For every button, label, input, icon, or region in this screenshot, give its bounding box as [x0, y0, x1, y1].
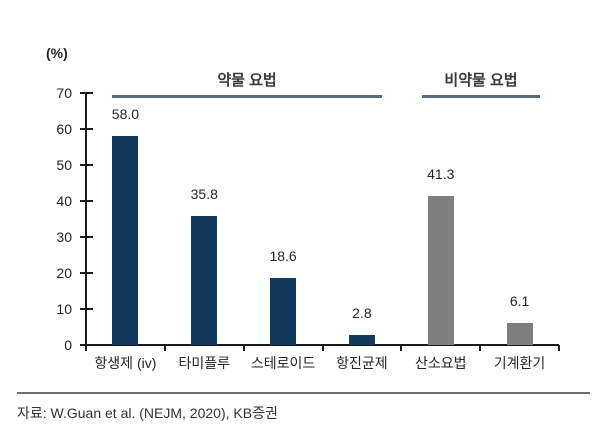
- y-axis-tick-label: 30: [56, 229, 72, 245]
- y-axis-tick: [80, 92, 93, 94]
- x-axis-tick: [558, 345, 560, 351]
- bar-value-label-2: 35.8: [190, 186, 218, 203]
- bar-1: [112, 136, 139, 345]
- y-axis-tick-label: 50: [56, 157, 72, 173]
- bar-3: [270, 278, 297, 345]
- category-label-4: 항진균제: [336, 355, 388, 371]
- y-axis-tick-label: 70: [56, 85, 72, 101]
- footer-separator-line: [17, 392, 590, 394]
- bar-5: [427, 196, 454, 345]
- y-axis-tick: [80, 200, 93, 202]
- x-axis-tick: [163, 345, 166, 351]
- x-axis-tick: [479, 345, 482, 351]
- bar-2: [191, 216, 218, 345]
- x-axis-tick: [242, 345, 245, 351]
- y-axis-tick-label: 60: [56, 121, 72, 137]
- source-note: 자료: W.Guan et al. (NEJM, 2020), KB증권: [17, 405, 278, 421]
- bar-value-label-1: 58.0: [111, 106, 140, 123]
- category-label-5: 산소요법: [414, 355, 467, 371]
- y-axis-unit-label: (%): [46, 45, 68, 61]
- group-header-drug-therapy-label: 약물 요법: [217, 72, 277, 89]
- group-header-nondrug-therapy: 비약물 요법: [422, 69, 540, 98]
- bar-6: [506, 323, 533, 345]
- y-axis-tick-label: 0: [64, 337, 72, 353]
- y-axis-tick: [80, 272, 93, 274]
- y-axis-tick: [80, 164, 93, 166]
- bar-4: [348, 334, 375, 345]
- x-axis-tick: [321, 345, 324, 351]
- bar-value-label-5: 41.3: [427, 166, 455, 183]
- category-label-3: 스테로이드: [250, 355, 316, 371]
- category-label-2: 타미플루: [178, 355, 230, 371]
- group-header-nondrug-therapy-label: 비약물 요법: [444, 72, 518, 89]
- x-axis-tick: [85, 345, 87, 351]
- x-axis-tick: [400, 345, 403, 351]
- group-header-drug-therapy: 약물 요법: [112, 69, 382, 98]
- y-axis-tick: [80, 128, 93, 130]
- bar-value-label-6: 6.1: [509, 293, 530, 310]
- category-label-6: 기계환기: [493, 355, 546, 371]
- y-axis-tick: [80, 308, 93, 310]
- y-axis-tick: [80, 236, 93, 238]
- y-axis-line: [85, 93, 87, 346]
- category-label-1: 항생제 (iv): [94, 355, 157, 371]
- y-axis-tick-label: 40: [56, 193, 72, 209]
- bar-value-label-3: 18.6: [269, 248, 297, 265]
- y-axis-tick-label: 20: [56, 265, 72, 281]
- y-axis-tick-label: 10: [56, 301, 72, 317]
- bar-value-label-4: 2.8: [352, 304, 372, 321]
